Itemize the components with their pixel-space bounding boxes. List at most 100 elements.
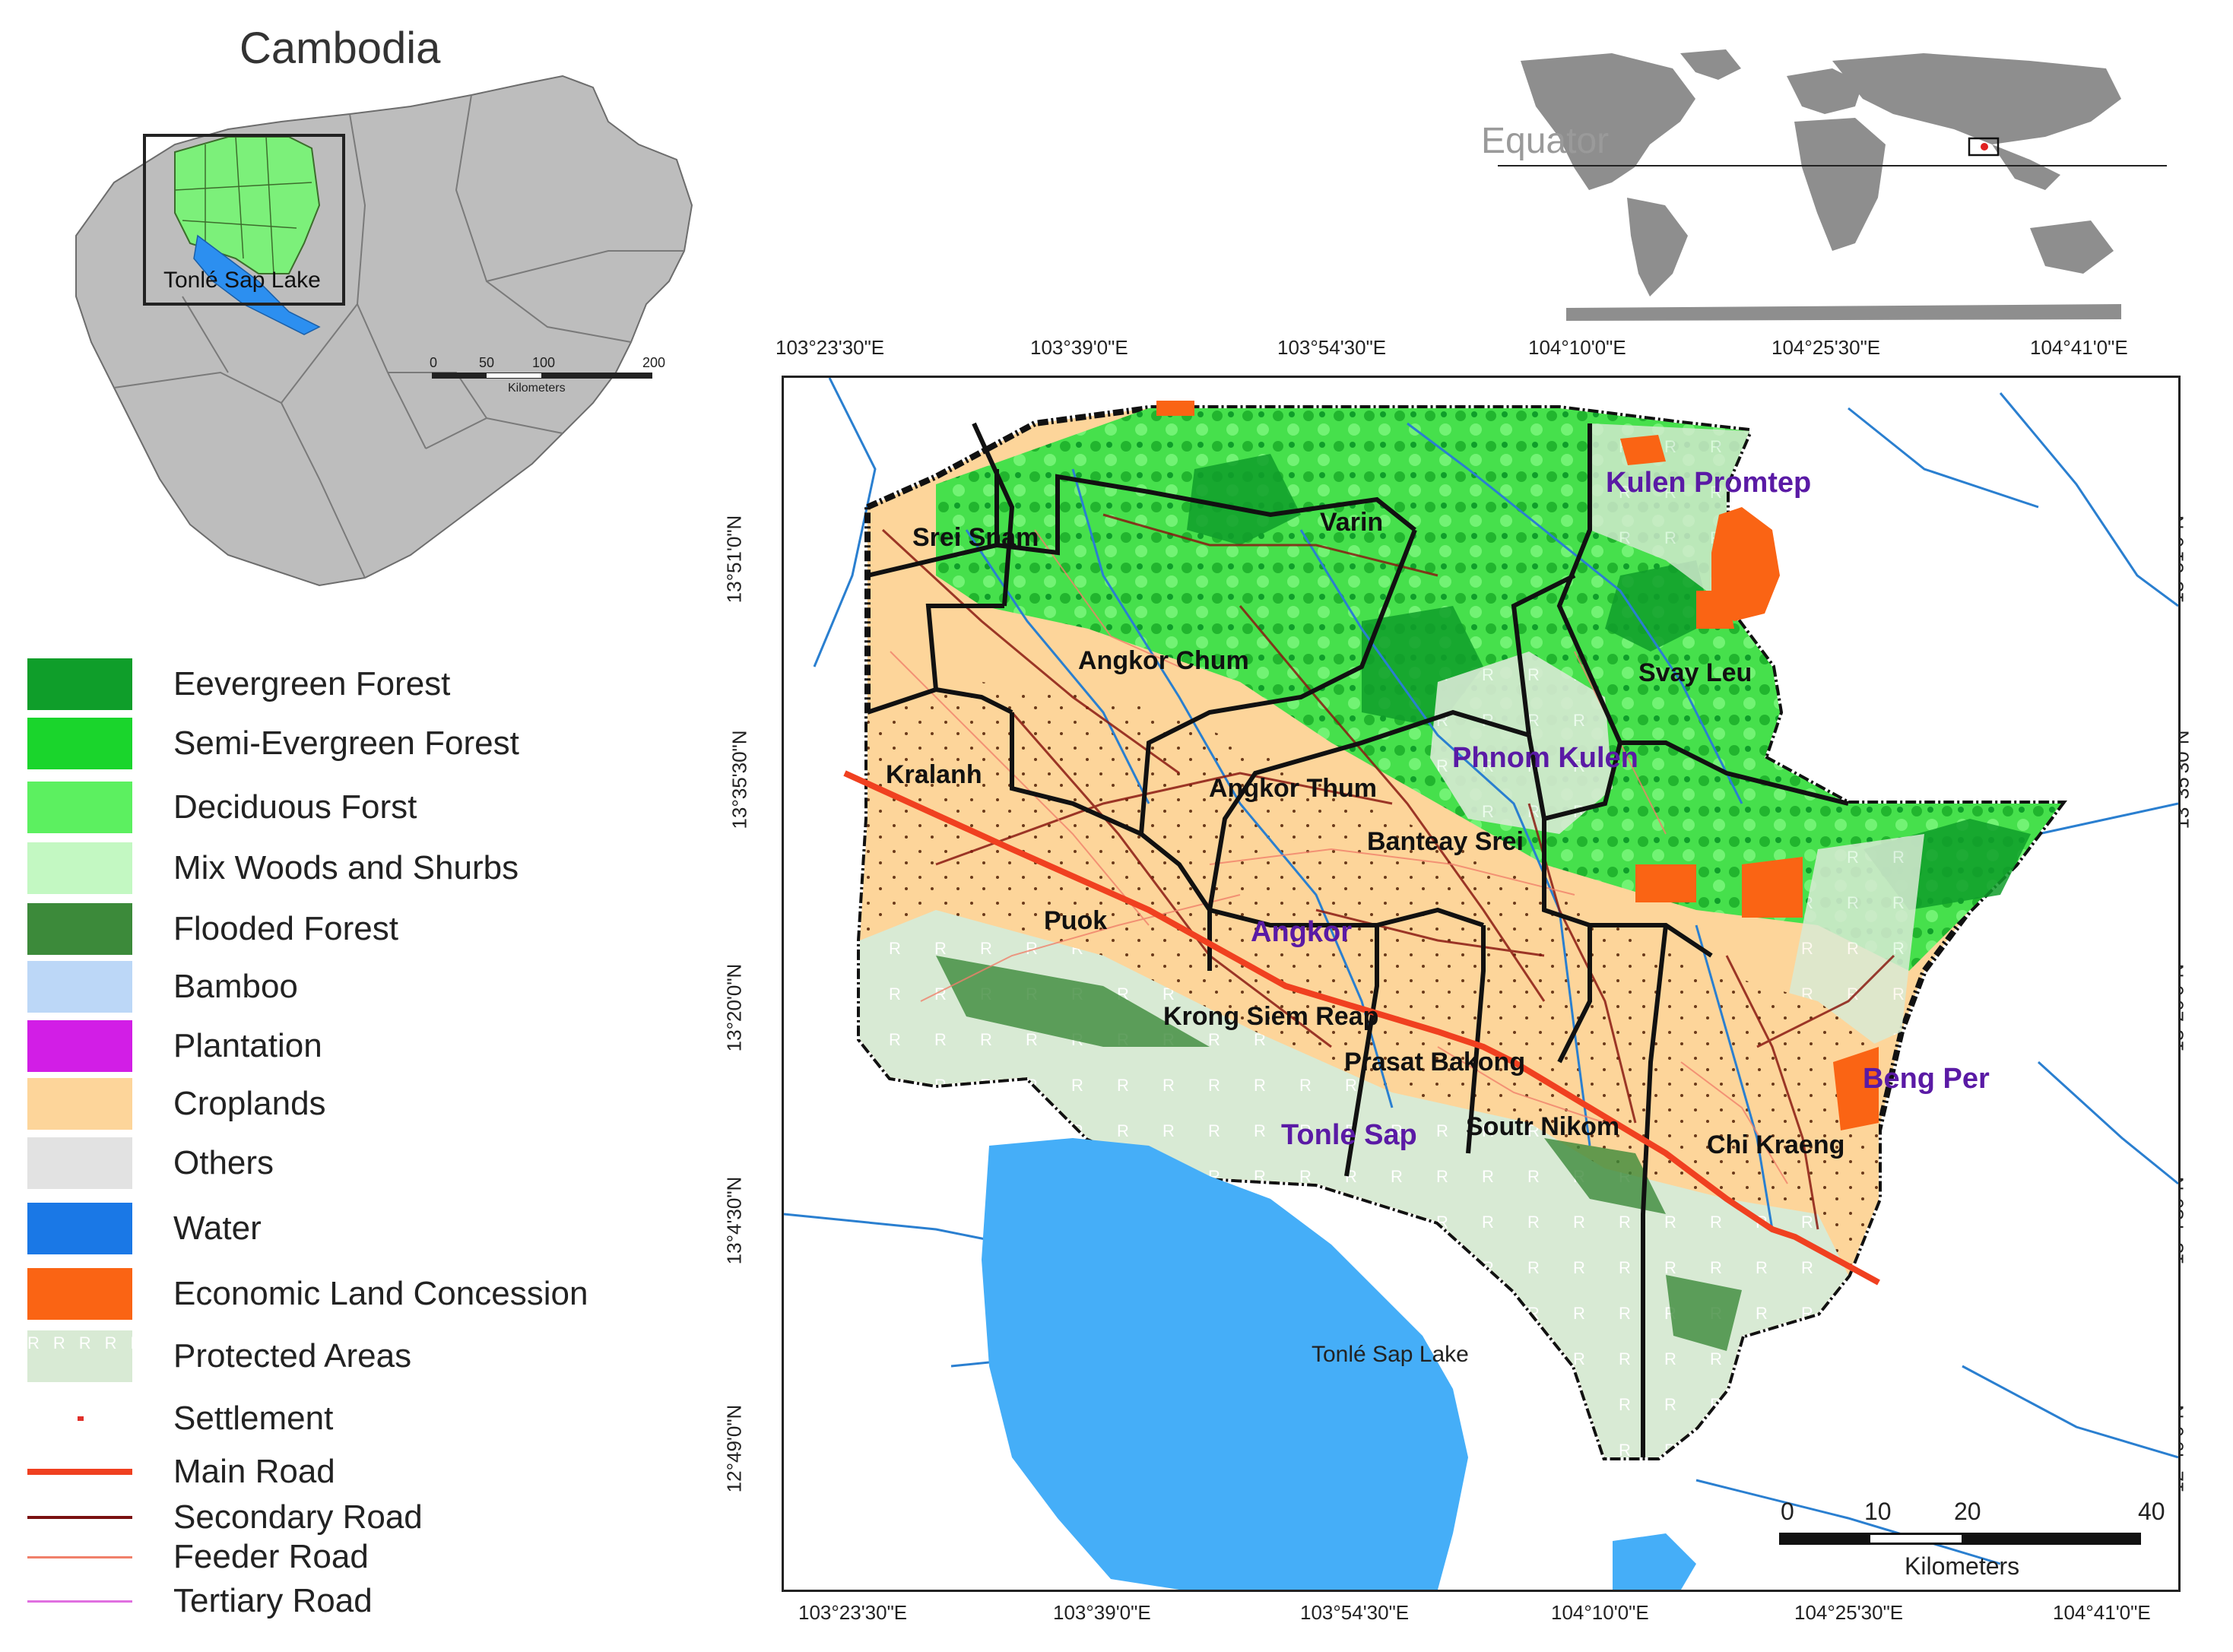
inset-scale-tick-2: 100: [532, 355, 556, 370]
legend-swatch: RRRRRR: [27, 1330, 132, 1382]
legend-swatch: [27, 1446, 132, 1498]
inset-scale-unit: Kilometers: [508, 382, 566, 395]
legend-swatch: [27, 961, 132, 1013]
main-road: [843, 770, 1880, 1286]
inset-scale-tick-3: 200: [642, 355, 666, 370]
coord-bottom: 104°25'30"E: [1794, 1601, 1904, 1624]
legend-item-mix-woods-and-shurbs: Mix Woods and Shurbs: [27, 839, 519, 897]
legend-swatch: [27, 658, 132, 710]
legend-swatch: [27, 1268, 132, 1320]
legend-label: Bamboo: [173, 968, 298, 1005]
scale-tick-label: 0: [1781, 1498, 1794, 1525]
tonle-sap-lake: [982, 1138, 1468, 1590]
district-label: Kralanh: [886, 760, 982, 789]
legend-swatch: [27, 1203, 132, 1254]
legend-label: Feeder Road: [173, 1538, 369, 1575]
inset-title: Cambodia: [239, 24, 441, 73]
district-label: Chi Kraeng: [1707, 1130, 1845, 1159]
legend-label: Protected Areas: [173, 1337, 412, 1375]
legend-label: Tertiary Road: [173, 1582, 373, 1619]
phnom-kulen-area: [1430, 652, 1613, 834]
legend-swatch: [27, 1575, 132, 1627]
legend-label: Water: [173, 1210, 262, 1247]
inset-lake-label: Tonlé Sap Lake: [163, 268, 321, 293]
coord-top: 103°23'30"E: [776, 336, 885, 359]
district-label: Svay Leu: [1638, 658, 1752, 687]
legend-label: Mix Woods and Shurbs: [173, 849, 519, 886]
coord-top: 104°41'0"E: [2030, 336, 2128, 359]
district-label: Banteay Srei: [1367, 827, 1524, 856]
legend-swatch: [27, 1393, 132, 1444]
coord-left: 12°49'0"N: [722, 1404, 746, 1493]
feeder-roads: [890, 529, 1788, 1184]
coord-top: 104°25'30"E: [1771, 336, 1881, 359]
legend-swatch: [27, 1492, 132, 1543]
legend-swatch: [27, 903, 132, 955]
small-lake: [1613, 1533, 1696, 1590]
legend-item-flooded-forest: Flooded Forest: [27, 900, 398, 958]
legend-label: Semi-Evergreen Forest: [173, 725, 519, 762]
legend-label: Main Road: [173, 1453, 335, 1490]
coord-bottom: 103°54'30"E: [1300, 1601, 1410, 1624]
legend-item-water: Water: [27, 1200, 262, 1257]
economic-land-concessions: [1156, 401, 1879, 1130]
protected-area-label: Beng Per: [1863, 1063, 1990, 1095]
main-map-canvas: R: [784, 378, 2178, 1590]
cambodia-outline: [75, 75, 693, 587]
legend-item-croplands: Croplands: [27, 1075, 326, 1133]
inset-focus-frame: [143, 134, 345, 306]
legend-item-others: Others: [27, 1134, 274, 1192]
scale-unit-label: Kilometers: [1905, 1552, 2020, 1580]
district-label: Angkor Chum: [1078, 646, 1249, 675]
kulen-promtep-area: [1590, 423, 1749, 606]
flooded-forest-patches: [936, 956, 1742, 1351]
inset-scale-tick-0: 0: [430, 355, 438, 370]
district-boundaries: [867, 422, 1849, 1457]
equator-label: Equator: [1481, 121, 1610, 161]
legend-label: Eevergreen Forest: [173, 665, 451, 702]
scale-tick-label: 10: [1864, 1498, 1892, 1525]
coord-top: 103°54'30"E: [1277, 336, 1387, 359]
world-focus-frame: [1968, 137, 2000, 157]
district-label: Soutr Nikom: [1466, 1112, 1620, 1141]
protected-area-label: Phnom Kulen: [1452, 742, 1638, 774]
district-label: Krong Siem Reap: [1163, 1002, 1379, 1031]
main-map: R: [782, 376, 2181, 1592]
coord-bottom: 104°41'0"E: [2053, 1601, 2151, 1624]
legend-item-main-road: Main Road: [27, 1443, 335, 1501]
legend-item-plantation: Plantation: [27, 1017, 322, 1075]
legend-swatch: [27, 1531, 132, 1583]
legend-label: Settlement: [173, 1400, 334, 1437]
legend-swatch: [27, 782, 132, 833]
legend-label: Secondary Road: [173, 1498, 423, 1536]
coord-left: 13°20'0"N: [722, 963, 746, 1052]
cambodia-inset-map: [75, 75, 693, 587]
coord-left: 13°51'0"N: [722, 515, 746, 604]
legend-item-semi-evergreen-forest: Semi-Evergreen Forest: [27, 715, 519, 772]
legend-label: Plantation: [173, 1027, 322, 1064]
scale-tick-label: 40: [2138, 1498, 2165, 1525]
inset-scale-tick-1: 50: [479, 355, 495, 370]
legend-swatch: [27, 1020, 132, 1072]
protected-area-label: Angkor: [1251, 916, 1352, 948]
legend-item-feeder-road: Feeder Road: [27, 1528, 369, 1586]
district-label: Angkor Thum: [1209, 774, 1377, 803]
legend-swatch: [27, 718, 132, 769]
coord-left: 13°35'30"N: [728, 730, 751, 829]
legend-item-eevergreen-forest: Eevergreen Forest: [27, 655, 450, 713]
legend-item-protected-areas: RRRRRR Protected Areas: [27, 1327, 411, 1385]
coord-bottom: 103°23'30"E: [798, 1601, 908, 1624]
coord-bottom: 104°10'0"E: [1551, 1601, 1649, 1624]
legend-swatch: [27, 842, 132, 894]
map-scale-bar: [1779, 1533, 2141, 1545]
legend-swatch: [27, 1078, 132, 1130]
legend-item-economic-land-concession: Economic Land Concession: [27, 1265, 588, 1323]
scale-tick-label: 20: [1954, 1498, 1981, 1525]
district-label: Puok: [1044, 906, 1108, 935]
legend-item-bamboo: Bamboo: [27, 958, 298, 1016]
legend-label: Croplands: [173, 1085, 326, 1122]
legend-label: Others: [173, 1144, 274, 1181]
coord-top: 104°10'0"E: [1528, 336, 1626, 359]
protected-area-label: Tonle Sap: [1281, 1119, 1417, 1151]
district-label: Varin: [1320, 508, 1384, 537]
